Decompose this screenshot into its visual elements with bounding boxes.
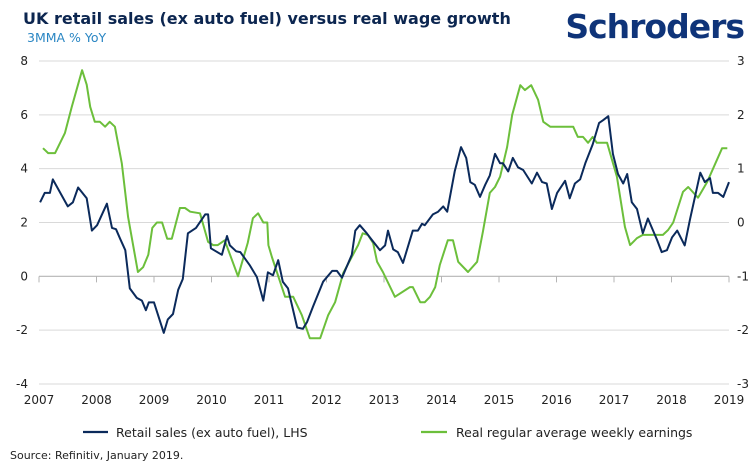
chart-subtitle: 3MMA % YoY	[27, 30, 107, 45]
series-lines	[39, 69, 730, 340]
x-tick-label: 2009	[139, 393, 170, 407]
schroders-logo: Schroders	[565, 7, 744, 46]
y-right-tick-label: 1	[737, 162, 745, 176]
x-tick-label: 2013	[369, 393, 400, 407]
x-tick-label: 2012	[311, 393, 342, 407]
y-left-tick-label: 8	[20, 54, 28, 68]
x-tick-label: 2015	[484, 393, 515, 407]
legend-label-wages: Real regular average weekly earnings	[456, 425, 692, 440]
x-tick-label: 2014	[426, 393, 457, 407]
y-right-tick-label: 0	[737, 216, 745, 230]
y-left-tick-label: 0	[20, 269, 28, 283]
y-right-tick-label: 2	[737, 108, 745, 122]
chart-title: UK retail sales (ex auto fuel) versus re…	[23, 9, 511, 28]
gridlines	[39, 60, 729, 385]
y-left-tick-label: -4	[16, 377, 28, 391]
x-tick-label: 2007	[24, 393, 55, 407]
y-axis-right: 3 2 1 0 -1 -2 -3	[737, 54, 749, 391]
x-tick-label: 2019	[714, 393, 745, 407]
x-tick-label: 2018	[656, 393, 687, 407]
x-tick-label: 2010	[196, 393, 227, 407]
y-left-tick-label: 6	[20, 108, 28, 122]
x-axis: 2007 2008 2009 2010 2011 2012 2013 2014 2015 2016…	[24, 275, 745, 407]
y-right-tick-label: -3	[737, 377, 749, 391]
y-left-tick-label: -2	[16, 323, 28, 337]
x-tick-label: 2008	[81, 393, 112, 407]
y-right-tick-label: -2	[737, 323, 749, 337]
y-right-tick-label: 3	[737, 54, 745, 68]
y-right-tick-label: -1	[737, 269, 749, 283]
x-tick-label: 2016	[541, 393, 572, 407]
legend-label-retail: Retail sales (ex auto fuel), LHS	[116, 425, 308, 440]
x-tick-label: 2017	[599, 393, 630, 407]
y-left-tick-label: 4	[20, 162, 28, 176]
real-earnings-line	[42, 69, 728, 340]
legend: Retail sales (ex auto fuel), LHS Real re…	[83, 425, 692, 440]
retail-sales-line	[39, 115, 730, 334]
y-axis-left: 8 6 4 2 0 -2 -4	[16, 54, 28, 391]
x-tick-label: 2011	[254, 393, 285, 407]
source-note: Source: Refinitiv, January 2019.	[10, 449, 183, 462]
y-left-tick-label: 2	[20, 216, 28, 230]
